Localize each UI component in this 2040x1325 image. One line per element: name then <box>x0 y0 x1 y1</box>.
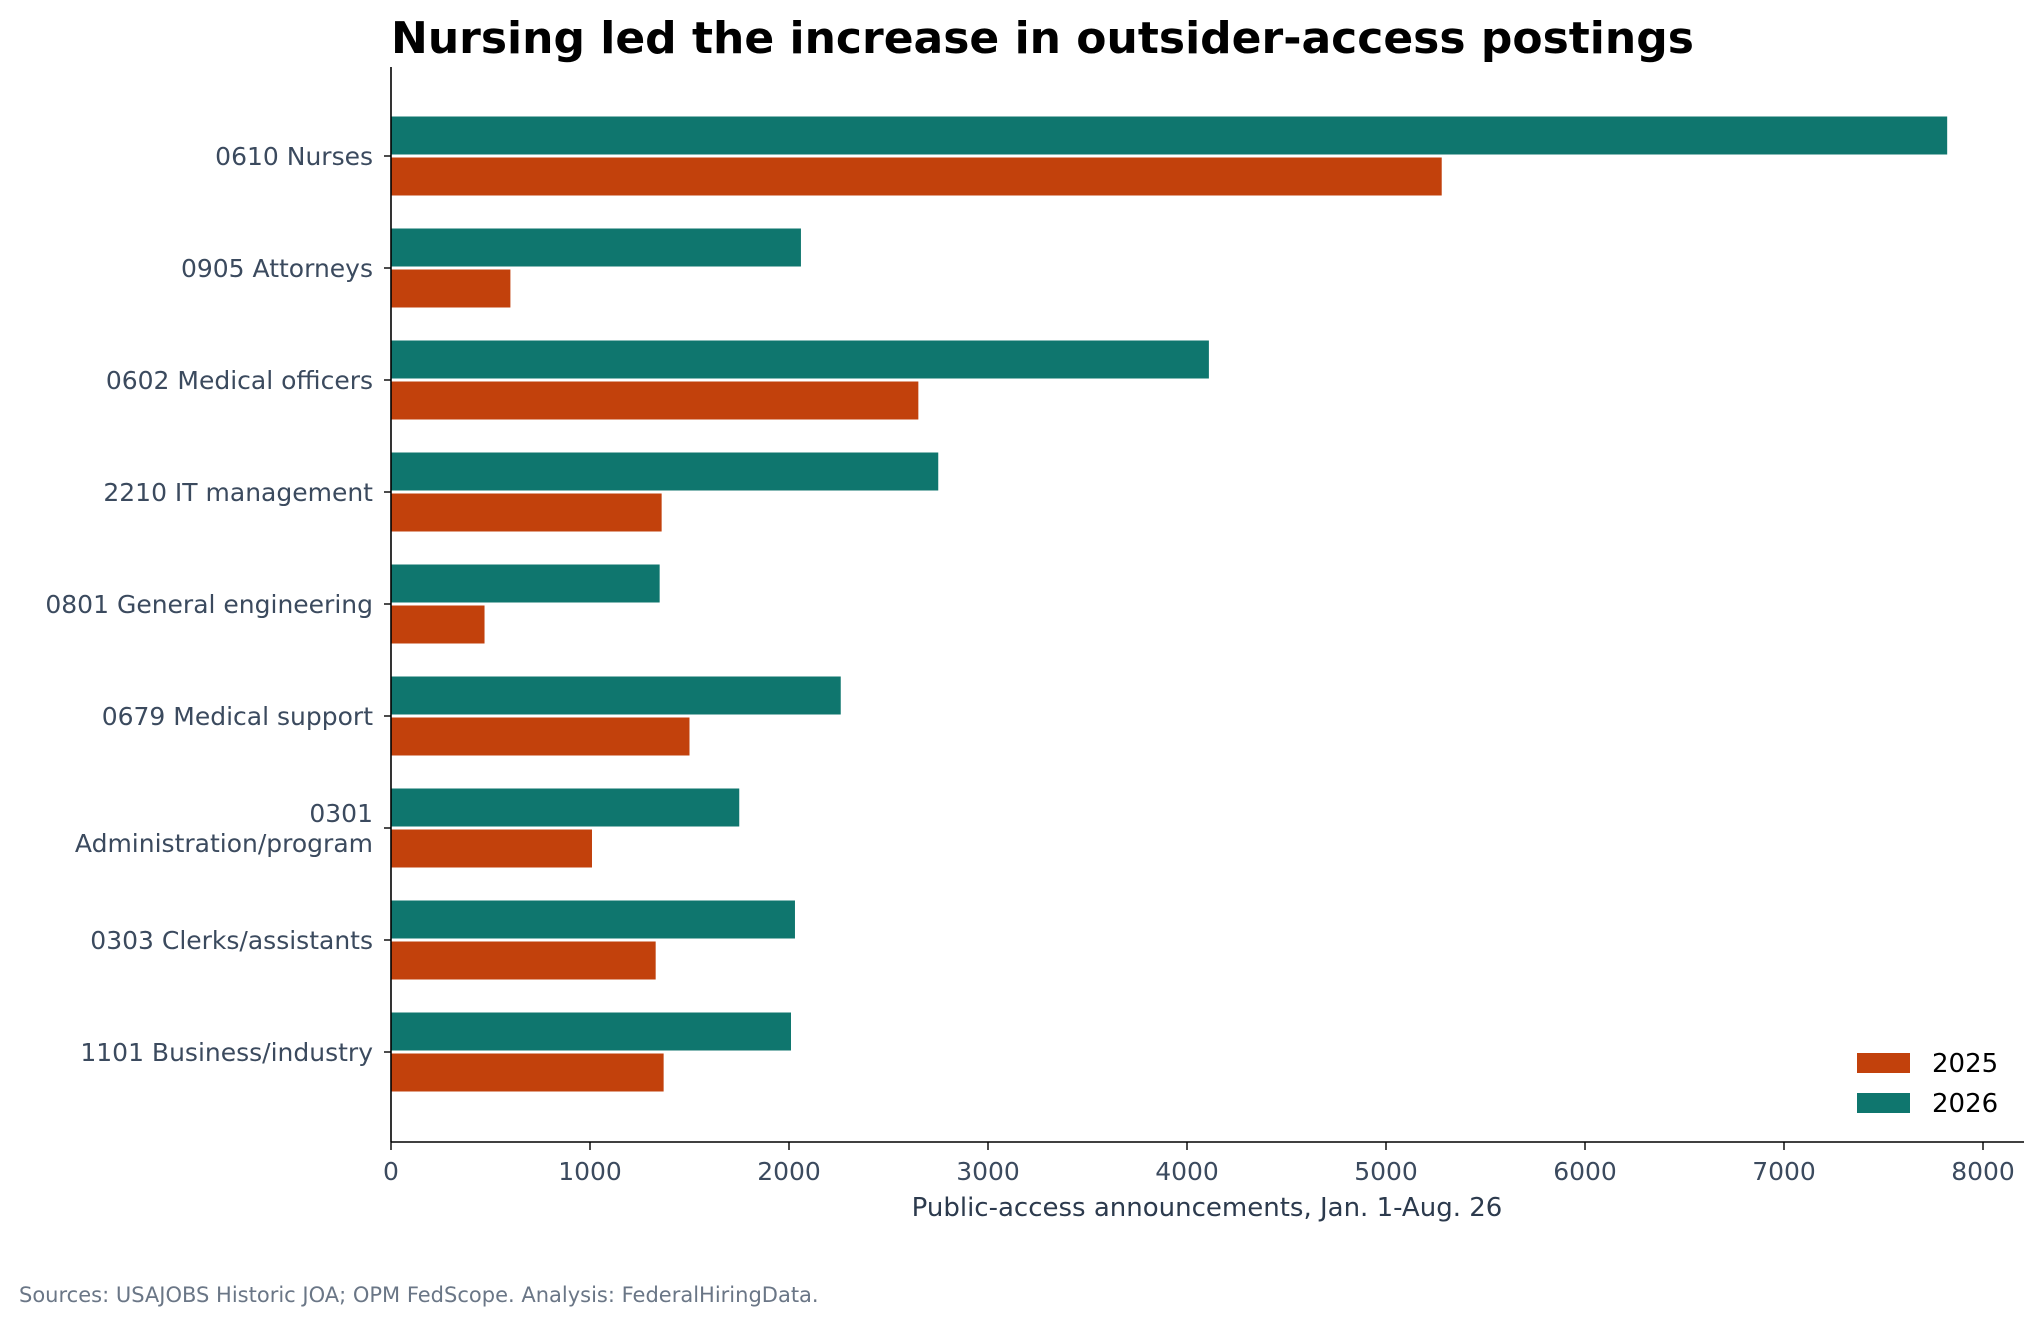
x-axis-ticks: 0 1000 2000 3000 4000 5000 6000 7000 8000 <box>383 1142 2015 1186</box>
bar-2026-5 <box>391 676 841 715</box>
legend-swatch-2026 <box>1857 1093 1910 1113</box>
y-tick-label-2: 0602 Medical officers <box>106 366 373 395</box>
y-tick-label-6-1: Administration/program <box>75 829 373 858</box>
bar-2025-5 <box>391 717 690 756</box>
bar-2025-8 <box>391 1053 664 1092</box>
y-tick-label-0: 0610 Nurses <box>215 142 373 171</box>
bar-2026-8 <box>391 1012 791 1051</box>
bar-2025-2 <box>391 381 919 420</box>
bar-2025-0 <box>391 157 1442 196</box>
bar-2025-7 <box>391 941 656 980</box>
y-axis-ticks: 0610 Nurses 0905 Attorneys 0602 Medical of… <box>45 142 391 1067</box>
bar-2026-1 <box>391 228 801 267</box>
x-tick-label-5: 5000 <box>1354 1157 1418 1186</box>
y-tick-label-4: 0801 General engineering <box>45 590 373 619</box>
bars-group <box>391 116 1948 1092</box>
y-tick-label-7: 0303 Clerks/assistants <box>90 926 373 955</box>
bar-2026-7 <box>391 900 795 939</box>
x-tick-label-0: 0 <box>383 1157 399 1186</box>
bar-2026-4 <box>391 564 660 603</box>
legend-label-2026: 2026 <box>1932 1089 1998 1119</box>
bar-2025-1 <box>391 269 511 308</box>
y-tick-label-5: 0679 Medical support <box>102 702 373 731</box>
x-tick-label-4: 4000 <box>1155 1157 1219 1186</box>
bar-2025-6 <box>391 829 592 868</box>
x-tick-label-1: 1000 <box>558 1157 622 1186</box>
y-tick-label-1: 0905 Attorneys <box>181 254 373 283</box>
x-tick-label-7: 7000 <box>1752 1157 1816 1186</box>
y-tick-label-8: 1101 Business/industry <box>80 1038 373 1067</box>
bar-2025-4 <box>391 605 485 644</box>
x-tick-label-3: 3000 <box>956 1157 1020 1186</box>
y-tick-label-3: 2210 IT management <box>103 478 373 507</box>
legend-swatch-2025 <box>1857 1053 1910 1073</box>
chart-title: Nursing led the increase in outsider-acc… <box>391 13 1694 64</box>
source-note: Sources: USAJOBS Historic JOA; OPM FedSc… <box>19 1283 819 1307</box>
x-tick-label-2: 2000 <box>757 1157 821 1186</box>
bar-2026-0 <box>391 116 1948 155</box>
bar-2026-3 <box>391 452 939 491</box>
legend: 2025 2026 <box>1857 1049 1998 1119</box>
x-axis-label: Public-access announcements, Jan. 1-Aug.… <box>912 1193 1503 1223</box>
bar-2025-3 <box>391 493 662 532</box>
y-tick-label-6-0: 0301 <box>309 799 373 828</box>
x-tick-label-8: 8000 <box>1951 1157 2015 1186</box>
bar-2026-6 <box>391 788 740 827</box>
bar-2026-2 <box>391 340 1209 379</box>
legend-label-2025: 2025 <box>1932 1049 1998 1079</box>
x-tick-label-6: 6000 <box>1553 1157 1617 1186</box>
